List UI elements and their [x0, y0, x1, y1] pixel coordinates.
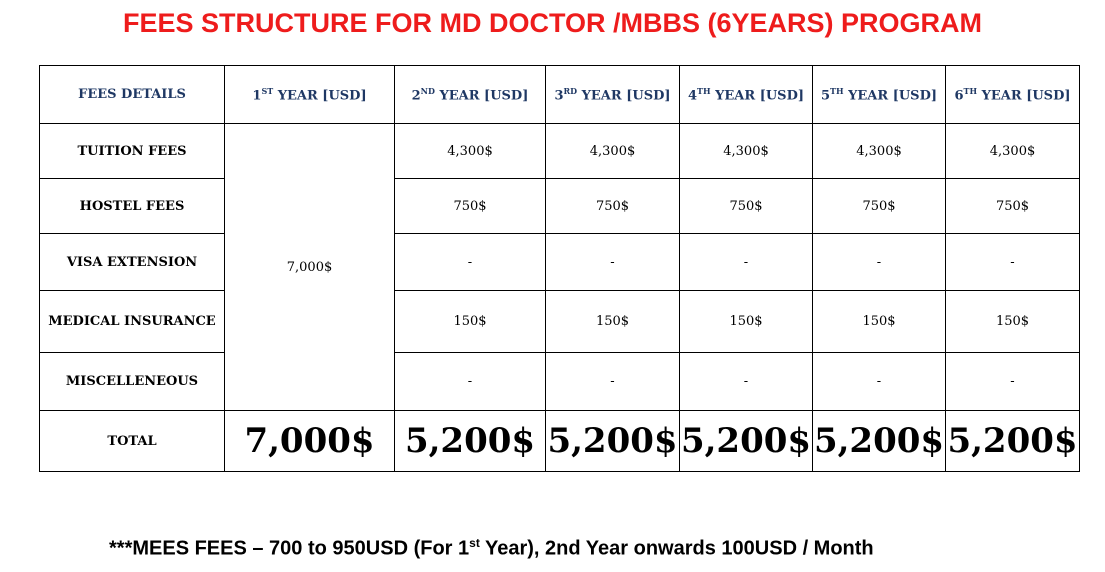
medical-year-3: 150$ — [545, 290, 680, 353]
header-year-6: 6TH YEAR [USD] — [945, 65, 1080, 124]
misc-year-6: - — [945, 352, 1080, 411]
total-year-4: 5,200$ — [679, 410, 813, 472]
medical-year-6: 150$ — [945, 290, 1080, 353]
mess-fees-note: ***MEES FEES – 700 to 950USD (For 1st Ye… — [109, 536, 874, 560]
table-row: TUITION FEES 7,000$ 4,300$ 4,300$ 4,300$… — [39, 123, 1080, 411]
misc-year-5: - — [812, 352, 946, 411]
medical-year-5: 150$ — [812, 290, 946, 353]
tuition-year-2: 4,300$ — [394, 123, 546, 179]
table-row: VISA EXTENSION - - - - - — [39, 233, 1080, 291]
header-year-3: 3RD YEAR [USD] — [545, 65, 680, 124]
first-year-combined-fee: 7,000$ — [224, 123, 395, 411]
row-label-tuition: TUITION FEES — [39, 123, 225, 179]
tuition-year-5: 4,300$ — [812, 123, 946, 179]
medical-year-4: 150$ — [679, 290, 813, 353]
total-year-5: 5,200$ — [812, 410, 946, 472]
row-label-misc: MISCELLENEOUS — [39, 352, 225, 411]
total-year-3: 5,200$ — [545, 410, 680, 472]
row-label-hostel: HOSTEL FEES — [39, 178, 225, 234]
total-row: TOTAL 7,000$ 5,200$ 5,200$ 5,200$ 5,200$… — [39, 410, 1080, 472]
header-year-1: 1ST YEAR [USD] — [224, 65, 395, 124]
fees-table: FEES DETAILS 1ST YEAR [USD] 2ND YEAR [US… — [39, 65, 1080, 472]
header-year-4: 4TH YEAR [USD] — [679, 65, 813, 124]
row-label-total: TOTAL — [39, 410, 225, 472]
tuition-year-6: 4,300$ — [945, 123, 1080, 179]
visa-year-2: - — [394, 233, 546, 291]
page-title: FEES STRUCTURE FOR MD DOCTOR /MBBS (6YEA… — [122, 8, 983, 38]
visa-year-6: - — [945, 233, 1080, 291]
tuition-year-3: 4,300$ — [545, 123, 680, 179]
header-year-2: 2ND YEAR [USD] — [394, 65, 546, 124]
visa-year-3: - — [545, 233, 680, 291]
medical-year-2: 150$ — [394, 290, 546, 353]
hostel-year-2: 750$ — [394, 178, 546, 234]
total-year-6: 5,200$ — [945, 410, 1080, 472]
table-row: HOSTEL FEES 750$ 750$ 750$ 750$ 750$ — [39, 178, 1080, 234]
header-fees-details: FEES DETAILS — [39, 65, 225, 124]
misc-year-2: - — [394, 352, 546, 411]
visa-year-4: - — [679, 233, 813, 291]
visa-year-5: - — [812, 233, 946, 291]
hostel-year-6: 750$ — [945, 178, 1080, 234]
hostel-year-4: 750$ — [679, 178, 813, 234]
table-row: MEDICAL INSURANCE 150$ 150$ 150$ 150$ 15… — [39, 290, 1080, 353]
misc-year-4: - — [679, 352, 813, 411]
total-year-2: 5,200$ — [394, 410, 546, 472]
misc-year-3: - — [545, 352, 680, 411]
total-year-1: 7,000$ — [224, 410, 395, 472]
tuition-year-4: 4,300$ — [679, 123, 813, 179]
row-label-visa: VISA EXTENSION — [39, 233, 225, 291]
header-row: FEES DETAILS 1ST YEAR [USD] 2ND YEAR [US… — [39, 65, 1080, 124]
row-label-medical: MEDICAL INSURANCE — [39, 290, 225, 353]
hostel-year-3: 750$ — [545, 178, 680, 234]
hostel-year-5: 750$ — [812, 178, 946, 234]
header-year-5: 5TH YEAR [USD] — [812, 65, 946, 124]
table-row: MISCELLENEOUS - - - - - — [39, 352, 1080, 411]
